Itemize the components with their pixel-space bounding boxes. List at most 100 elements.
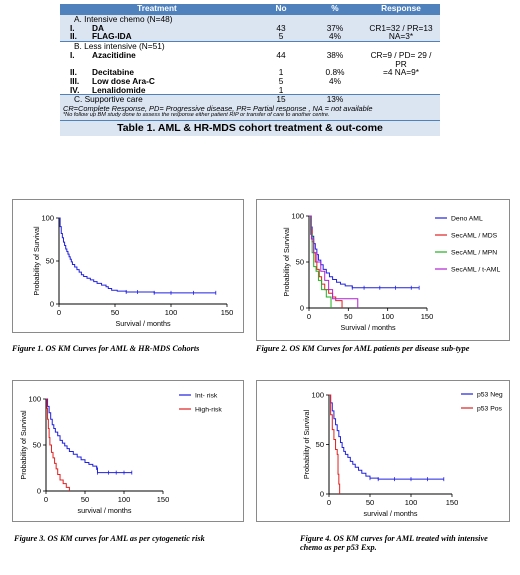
caption-row: Table 1. AML & HR-MDS cohort treatment &…	[60, 119, 440, 136]
row-roman: II.	[70, 67, 77, 78]
row-no: 15	[254, 94, 308, 105]
x-tick-label: 150	[421, 312, 434, 321]
footnote-row: CR=Complete Response, PD= Progressive di…	[60, 104, 440, 121]
row-name: FLAG-IDA	[92, 31, 132, 42]
y-tick-label: 50	[316, 440, 324, 449]
figure-1-caption: Figure 1. OS KM Curves for AML & HR-MDS …	[12, 344, 200, 353]
table-row: C. Supportive care 15 13%	[60, 94, 440, 105]
y-tick-label: 0	[300, 304, 304, 313]
x-tick-label: 150	[157, 495, 170, 504]
row-name: DA	[92, 22, 104, 33]
legend-label: High-risk	[195, 407, 222, 414]
y-tick-label: 100	[28, 395, 41, 404]
x-tick-label: 0	[307, 312, 311, 321]
legend-label: SecAML / MDS	[451, 233, 498, 240]
footnote-abbrev: CR=Complete Response, PD= Progressive di…	[63, 104, 373, 114]
row-no: 1	[278, 67, 284, 78]
km-curve-deno-aml	[309, 215, 420, 289]
figure-4-caption: Figure 4. OS KM curves for AML treated w…	[300, 534, 488, 553]
row-pct: 37%	[326, 22, 344, 33]
legend-label: p53 Pos	[477, 406, 503, 413]
x-axis-label: survival / months	[364, 509, 418, 518]
table-row: A. Intensive chemo (N=48)	[60, 15, 440, 24]
y-axis-label: Probability of Survival	[302, 410, 311, 480]
figure-4-chart: 0 50 100 0 50 100 150 Probability of Survival su…	[302, 391, 503, 519]
km-curve-int-risk	[46, 398, 132, 474]
row-pct: 38%	[326, 49, 344, 60]
figure-2-caption: Figure 2. OS KM Curves for AML patients …	[256, 344, 470, 353]
y-tick-label: 50	[296, 258, 304, 267]
row-no: 43	[276, 22, 286, 33]
table-row: IV. Lenalidomide 1	[60, 84, 440, 95]
row-no: 5	[278, 31, 284, 42]
legend-label: Int- risk	[195, 393, 218, 400]
y-tick-label: 0	[320, 490, 324, 499]
row-roman: III.	[70, 75, 80, 86]
y-tick-label: 50	[46, 257, 54, 266]
km-curve-p53-pos	[329, 394, 341, 494]
row-pct: 4%	[329, 31, 341, 42]
table-row: II. FLAG-IDA 5 4% NA=3*	[60, 31, 440, 42]
y-tick-label: 100	[291, 212, 304, 221]
figure-4-panel: 0 50 100 0 50 100 150 Probability of Survival su…	[256, 380, 510, 522]
table-row: I. Azacitidine 44 38% CR=9 / PD= 29 / PR	[60, 49, 440, 69]
row-pct: 0.8%	[325, 67, 345, 78]
x-tick-label: 100	[165, 308, 178, 317]
table-header-row: Treatment No % Response	[60, 4, 440, 15]
legend-label: SecAML / MPN	[451, 250, 497, 257]
col-header-response: Response	[362, 4, 440, 15]
table-row: III. Low dose Ara-C 5 4%	[60, 77, 440, 86]
x-tick-label: 100	[381, 312, 394, 321]
figure-1-panel: 0 50 100 0 50 100 150 Probability of Survival Su…	[12, 199, 244, 333]
x-axis-label: survival / months	[78, 506, 132, 515]
row-name: Azacitidine	[92, 49, 136, 60]
legend-label: Deno AML	[451, 216, 483, 223]
y-tick-label: 0	[50, 300, 54, 309]
x-tick-label: 50	[111, 308, 119, 317]
km-curve-high-risk	[46, 398, 70, 491]
x-tick-label: 0	[327, 498, 331, 507]
km-curve-p53-neg	[329, 394, 444, 480]
section-label: A. Intensive chemo (N=48)	[74, 14, 173, 24]
row-roman: IV.	[70, 84, 80, 95]
y-tick-label: 100	[41, 214, 54, 223]
section-label: C. Supportive care	[60, 94, 254, 105]
row-pct: 13%	[308, 94, 362, 105]
row-name: Lenalidomide	[92, 84, 146, 95]
row-roman: I.	[70, 49, 75, 60]
response-text: CR1=32 / PR=13	[369, 22, 433, 33]
x-tick-label: 150	[221, 308, 234, 317]
y-axis-label: Probability of Survival	[282, 227, 291, 297]
response-text: =4 NA=9*	[383, 67, 419, 78]
x-tick-label: 50	[366, 498, 374, 507]
row-no: 5	[278, 75, 284, 86]
figure-3-chart: 0 50 100 0 50 100 150 Probability of Survival su…	[19, 393, 222, 516]
y-tick-label: 0	[37, 487, 41, 496]
km-curve-secaml-t-aml	[309, 215, 359, 308]
x-tick-label: 50	[81, 495, 89, 504]
table-row: B. Less intensive (N=51)	[60, 41, 440, 51]
table-caption: Table 1. AML & HR-MDS cohort treatment &…	[60, 119, 440, 136]
y-axis-label: Probability of Survival	[19, 410, 28, 480]
figure-3-panel: 0 50 100 0 50 100 150 Probability of Survival su…	[12, 380, 244, 522]
table-row: II. Decitabine 1 0.8% =4 NA=9*	[60, 68, 440, 77]
footnote-na: *No follow up BM study done to assess th…	[63, 111, 330, 118]
x-tick-label: 0	[57, 308, 61, 317]
col-header-pct: %	[308, 4, 362, 15]
y-tick-label: 50	[33, 441, 41, 450]
y-axis-label: Probability of Survival	[32, 226, 41, 296]
row-roman: II.	[70, 31, 77, 42]
figure-1-chart: 0 50 100 0 50 100 150 Probability of Survival Su…	[32, 214, 234, 329]
y-tick-label: 100	[311, 391, 324, 400]
x-axis-label: Survival / months	[115, 319, 171, 328]
col-header-no: No	[254, 4, 308, 15]
response-text: NA=3*	[388, 31, 414, 42]
row-name: Low dose Ara-C	[92, 75, 155, 86]
row-name: Decitabine	[92, 67, 134, 78]
row-no: 1	[278, 84, 284, 95]
table-row: I. DA 43 37% CR1=32 / PR=13	[60, 22, 440, 33]
row-no: 44	[276, 49, 286, 60]
x-tick-label: 100	[405, 498, 418, 507]
row-roman: I.	[70, 22, 75, 33]
col-header-treatment: Treatment	[60, 4, 254, 15]
